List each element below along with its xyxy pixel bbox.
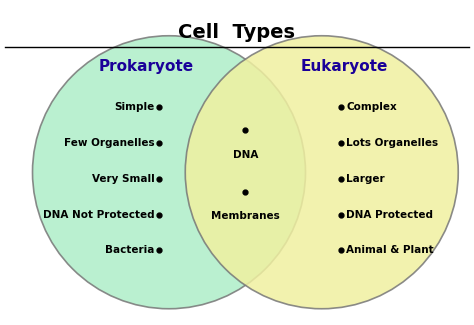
Circle shape [185,36,458,309]
Text: Prokaryote: Prokaryote [99,58,194,73]
Text: Larger: Larger [346,174,385,184]
Text: Bacteria: Bacteria [105,245,155,255]
Text: Eukaryote: Eukaryote [301,58,388,73]
Text: Membranes: Membranes [211,211,280,221]
Text: DNA Not Protected: DNA Not Protected [43,210,155,219]
Text: Lots Organelles: Lots Organelles [346,138,438,148]
Text: DNA Protected: DNA Protected [346,210,433,219]
Circle shape [33,36,306,309]
Text: Complex: Complex [346,102,397,112]
Text: Very Small: Very Small [91,174,155,184]
Text: Few Organelles: Few Organelles [64,138,155,148]
Text: Animal & Plant: Animal & Plant [346,245,434,255]
Text: Simple: Simple [114,102,155,112]
Text: Cell  Types: Cell Types [179,23,295,42]
Text: DNA: DNA [233,150,258,160]
